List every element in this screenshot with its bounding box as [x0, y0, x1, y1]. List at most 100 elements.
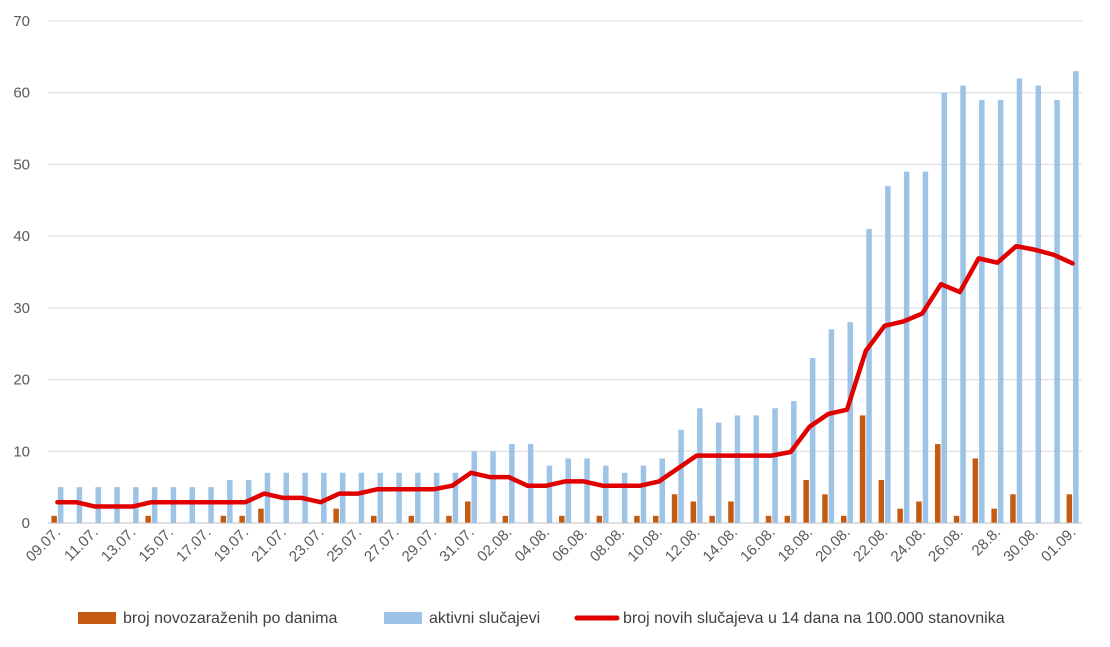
y-axis-ticks: 0 10 20 30 40 50 60 70 [13, 13, 30, 532]
line-point [677, 468, 679, 469]
y-tick-label: 10 [13, 443, 30, 460]
bar-active-cases [415, 472, 421, 523]
bar-new-cases [258, 508, 264, 523]
bar-new-cases [145, 515, 151, 523]
line-point [244, 501, 246, 503]
x-axis-ticks: 09.07.11.07.13.07.15.07.17.07.19.07.21.0… [23, 524, 1080, 566]
legend-item-14day-rate: broj novih slučajeva u 14 dana na 100.00… [574, 610, 1005, 627]
x-tick-label: 26.08. [925, 524, 967, 566]
line-point [902, 320, 904, 322]
bar-new-cases [1010, 494, 1016, 523]
bar-active-cases [621, 472, 628, 523]
line-point [56, 501, 58, 503]
line-point [226, 501, 228, 503]
x-tick-label: 12.08. [662, 524, 704, 566]
line-point [940, 283, 942, 285]
line-point [639, 485, 641, 487]
x-tick-label: 28.8. [969, 524, 1005, 560]
bar-new-cases [953, 515, 960, 523]
line-point [1034, 249, 1036, 251]
x-tick-label: 24.08. [888, 524, 930, 566]
bar-active-cases [603, 465, 609, 523]
x-tick-label: 11.07. [61, 524, 102, 565]
x-tick-label: 08.08. [587, 524, 629, 566]
line-point [733, 455, 735, 457]
bar-active-cases [997, 99, 1004, 523]
bar-new-cases [671, 494, 678, 523]
y-tick-label: 70 [13, 13, 30, 30]
line-point [752, 455, 754, 457]
legend-item-new-cases: broj novozaraženih po danima [78, 610, 337, 627]
bar-new-cases [991, 508, 997, 523]
bar-new-cases [690, 501, 697, 523]
line-point [75, 501, 77, 503]
x-tick-label: 29.07. [399, 524, 441, 566]
bar-active-cases [941, 92, 947, 524]
line-point [470, 472, 472, 474]
line-point [301, 497, 303, 499]
line-point [696, 455, 698, 457]
legend-swatch-new-cases [78, 612, 116, 624]
bar-active-cases [189, 487, 195, 523]
legend-swatch-active-cases [384, 612, 422, 624]
bar-active-cases [640, 465, 647, 523]
bar-active-cases [979, 99, 985, 523]
y-tick-label: 30 [13, 300, 30, 317]
bar-active-cases [734, 415, 741, 523]
bar-active-cases [396, 472, 402, 523]
bar-active-cases [151, 487, 158, 523]
bar-active-cases [960, 85, 966, 523]
bar-active-cases [490, 451, 496, 523]
bar-active-cases [866, 228, 872, 523]
bar-new-cases [803, 479, 809, 523]
line-point [808, 426, 810, 428]
line-point [1072, 262, 1074, 264]
bar-new-cases [784, 515, 791, 523]
legend-label-14day-rate: broj novih slučajeva u 14 dana na 100.00… [623, 610, 1005, 627]
x-tick-label: 27.07. [361, 524, 403, 566]
x-tick-label: 19.07. [211, 524, 253, 566]
line-point [959, 291, 961, 293]
x-tick-label: 17.07. [173, 524, 215, 566]
line-point [94, 506, 96, 508]
x-tick-label: 02.08. [474, 524, 516, 566]
bar-new-cases [51, 515, 57, 523]
bar-new-cases [653, 515, 659, 523]
bar-new-cases [408, 515, 415, 523]
x-tick-label: 20.08. [812, 524, 854, 566]
line-point [790, 451, 792, 453]
bar-new-cases [465, 501, 471, 523]
line-point [658, 480, 660, 482]
bar-new-cases [502, 515, 509, 523]
bar-new-cases [841, 515, 847, 523]
line-point [1015, 245, 1017, 247]
line-series [55, 243, 1075, 509]
bar-active-cases [264, 472, 271, 523]
line-point [714, 455, 716, 457]
bar-new-cases [371, 515, 377, 523]
x-tick-label: 10.08. [624, 524, 666, 566]
bar-new-cases [859, 415, 866, 523]
line-point [1053, 254, 1055, 256]
line-point [451, 485, 453, 487]
line-point [996, 262, 998, 264]
bar-active-cases [471, 451, 477, 523]
x-tick-label: 01.09. [1038, 524, 1080, 566]
x-tick-label: 22.08. [850, 524, 892, 566]
line-point [884, 325, 886, 327]
bar-active-cases [847, 322, 853, 523]
x-tick-label: 18.08. [775, 524, 817, 566]
line-point [846, 409, 848, 411]
line-point [921, 313, 923, 315]
bar-active-cases [546, 465, 553, 523]
bars [51, 71, 1079, 524]
x-tick-label: 14.08. [700, 524, 742, 566]
line-point [583, 480, 585, 482]
bar-new-cases [935, 444, 941, 523]
bar-active-cases [809, 358, 816, 523]
bar-active-cases [57, 487, 64, 523]
bar-active-cases [321, 472, 327, 523]
x-tick-label: 06.08. [549, 524, 591, 566]
line-point [188, 501, 190, 503]
